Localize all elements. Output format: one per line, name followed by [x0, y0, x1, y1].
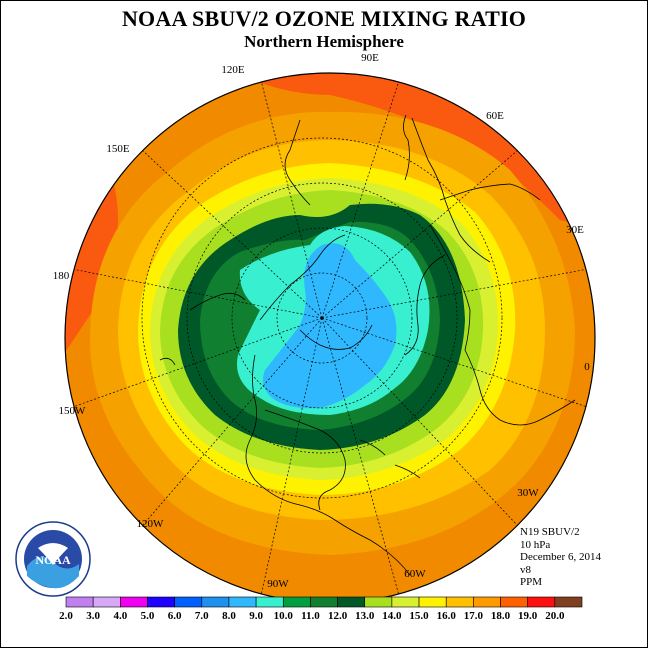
longitude-labels: 90E 120E 60E 150E 30E 180 0 150W 30W 120… [53, 52, 591, 590]
meridian-line [142, 150, 323, 319]
colorbar-swatch [228, 596, 257, 608]
meridian-line [321, 269, 587, 319]
label-150e: 150E [106, 143, 130, 155]
noaa-logo: NOAA [14, 520, 92, 598]
colorbar-tick-label: 9.0 [249, 610, 263, 622]
map-title: NOAA SBUV/2 OZONE MIXING RATIO [121, 6, 527, 31]
noaa-logo-text: NOAA [35, 553, 71, 567]
latitude-circle [276, 272, 368, 364]
colorbar-swatch [391, 596, 420, 608]
label-90e: 90E [361, 52, 379, 64]
label-120e: 120E [221, 64, 245, 76]
colorbar-tick-label: 5.0 [141, 610, 155, 622]
colorbar-tick-label: 14.0 [382, 610, 402, 622]
colorbar-tick-label: 3.0 [86, 610, 100, 622]
ozone-field [65, 73, 595, 603]
label-60w: 60W [404, 568, 426, 580]
colorbar-tick-label: 11.0 [301, 610, 320, 622]
info-version: v8 [520, 563, 531, 576]
colorbar-tick-label: 4.0 [113, 610, 127, 622]
meridian-line [321, 317, 518, 526]
label-150w: 150W [59, 405, 87, 417]
latitude-circle [141, 137, 503, 499]
colorbar-swatch [120, 596, 148, 608]
meridian-line [261, 317, 323, 595]
latitude-circle [186, 182, 458, 454]
colorbar-tick-label: 12.0 [328, 610, 348, 622]
colorbar-swatch [364, 596, 393, 608]
colorbar-tick-label: 10.0 [274, 610, 294, 622]
latitude-circle [231, 227, 413, 409]
colorbar-tick-label: 19.0 [518, 610, 538, 622]
colorbar-swatch [337, 596, 366, 608]
colorbar-swatch [201, 596, 230, 608]
colorbar-tick-label: 16.0 [437, 610, 457, 622]
info-instrument: N19 SBUV/2 [520, 526, 580, 538]
colorbar-swatch [282, 596, 311, 608]
meridian-line [142, 317, 323, 526]
colorbar-swatch [65, 596, 94, 608]
label-0: 0 [584, 361, 590, 373]
colorbar-tick-label: 17.0 [464, 610, 484, 622]
colorbar-tick-label: 8.0 [222, 610, 236, 622]
label-60e: 60E [486, 110, 504, 122]
info-date: December 6, 2014 [520, 551, 601, 563]
label-120w: 120W [137, 518, 165, 530]
colorbar-swatch [418, 596, 447, 608]
meridian-line [321, 317, 587, 407]
colorbar-swatch [147, 596, 175, 608]
meridian-line [321, 81, 399, 319]
colorbar-swatch [527, 596, 556, 608]
colorbar-swatch [473, 596, 501, 608]
ozone-band-8 [262, 243, 397, 409]
colorbar: 2.0 3.0 4.0 5.0 6.0 7.0 8.0 9.0 10.0 11.0 12.0 13.0… [59, 596, 583, 622]
colorbar-swatch [255, 596, 284, 608]
info-units: PPM [520, 576, 543, 588]
coastlines [159, 114, 576, 576]
colorbar-swatch [92, 596, 121, 608]
graticule [73, 81, 587, 595]
label-30w: 30W [517, 487, 539, 499]
meridian-line [321, 150, 518, 319]
colorbar-tick-label: 15.0 [409, 610, 429, 622]
colorbar-tick-label: 20.0 [545, 610, 565, 622]
colorbar-swatch [445, 596, 474, 608]
label-90w: 90W [267, 578, 289, 590]
map-subtitle: Northern Hemisphere [244, 32, 404, 51]
colorbar-tick-label: 13.0 [355, 610, 375, 622]
info-level: 10 hPa [520, 538, 551, 551]
colorbar-swatch [174, 596, 203, 608]
product-info: N19 SBUV/2 10 hPa December 6, 2014 v8 PP… [520, 526, 601, 589]
colorbar-swatch [500, 596, 528, 608]
label-30e: 30E [566, 224, 584, 236]
colorbar-tick-label: 18.0 [491, 610, 511, 622]
colorbar-swatch [554, 596, 583, 608]
colorbar-swatch [310, 596, 338, 608]
meridian-line [261, 81, 323, 319]
colorbar-tick-label: 2.0 [59, 610, 73, 622]
colorbar-tick-label: 7.0 [195, 610, 209, 622]
label-180: 180 [53, 270, 70, 282]
colorbar-tick-label: 6.0 [168, 610, 182, 622]
